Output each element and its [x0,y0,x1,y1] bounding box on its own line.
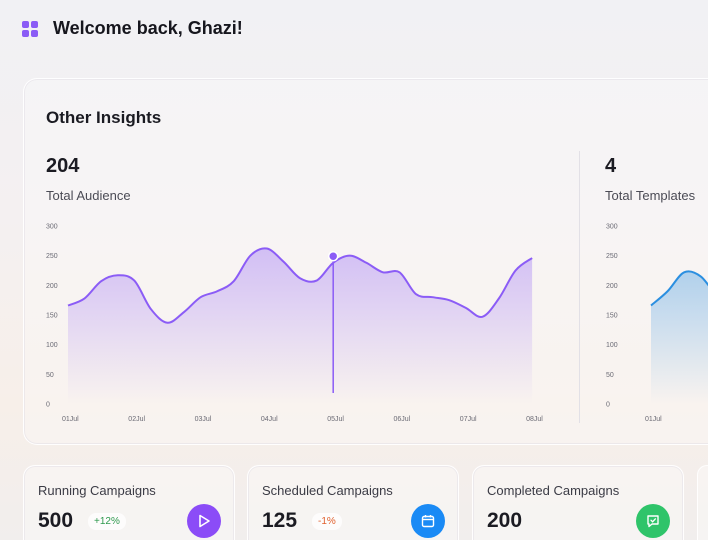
grid-icon[interactable] [22,20,38,37]
y-tick-label: 0 [46,402,50,409]
stat-card-completed[interactable]: Completed Campaigns 200 [472,465,684,540]
x-tick-label: 05Jul [327,416,344,423]
y-tick-label: 300 [46,224,58,231]
other-insights-card: Other Insights 204 Total Audience 4 Tota… [23,78,708,445]
x-tick-label: 01Jul [645,416,662,423]
y-tick-label: 100 [46,342,58,349]
welcome-heading: Welcome back, Ghazi! [53,18,243,38]
y-tick-label: 250 [606,253,618,260]
audience-chart: 0 50 100 150 200 250 300 01Jul 02Jul 03Jul 04Jul 05… [46,224,543,424]
stat-value: 200 [487,509,523,532]
card-title: Other Insights [46,108,162,127]
check-message-icon[interactable] [636,504,670,538]
y-tick-label: 50 [606,372,614,379]
total-templates-label: Total Templates [605,188,696,203]
y-tick-label: 200 [606,283,618,290]
x-tick-label: 02Jul [128,416,145,423]
y-tick-label: 200 [46,283,58,290]
series-line [67,247,533,324]
y-tick-label: 300 [606,224,618,231]
y-tick-label: 50 [46,372,54,379]
change-badge: +12% [88,513,126,530]
calendar-icon[interactable] [411,504,445,538]
stat-label: Scheduled Campaigns [262,483,393,498]
stat-label: Running Campaigns [38,483,156,498]
top-bar: Welcome back, Ghazi! [22,18,243,39]
stat-card-running[interactable]: Running Campaigns 500 +12% [23,465,235,540]
total-audience-label: Total Audience [46,188,131,203]
series-area [68,248,533,404]
highlight-point [327,251,339,262]
stat-value: 500 [38,509,74,532]
stat-card-scheduled[interactable]: Scheduled Campaigns 125 -1% [247,465,459,540]
x-tick-label: 01Jul [62,416,79,423]
y-tick-label: 0 [606,402,610,409]
divider [579,151,580,423]
stat-label: Completed Campaigns [487,483,620,498]
y-tick-label: 150 [46,313,58,320]
x-tick-label: 07Jul [460,416,477,423]
stat-card-partial[interactable] [697,465,708,540]
change-badge: -1% [312,513,342,530]
y-tick-label: 250 [46,253,58,260]
y-tick-label: 100 [606,342,618,349]
play-icon[interactable] [187,504,221,538]
x-tick-label: 04Jul [261,416,278,423]
total-templates-value: 4 [605,155,617,177]
x-tick-label: 08Jul [526,416,543,423]
stat-value: 125 [262,509,298,532]
series-area [651,271,708,404]
series-line [650,270,708,307]
x-tick-label: 06Jul [394,416,411,423]
y-tick-label: 150 [606,313,618,320]
total-audience-value: 204 [46,155,80,177]
x-tick-label: 03Jul [195,416,212,423]
